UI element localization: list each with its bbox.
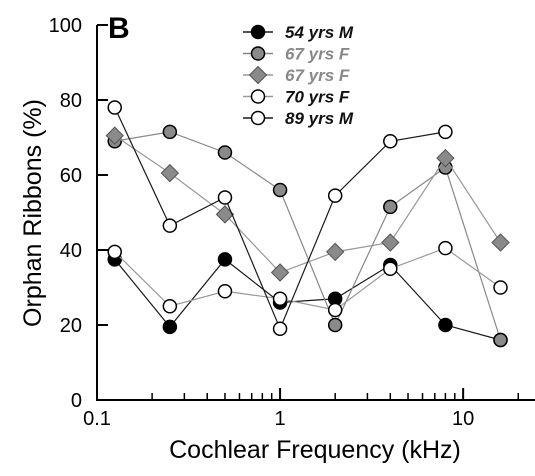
legend-label: 67 yrs F — [285, 66, 350, 85]
legend: 54 yrs M 67 yrs F 67 yrs F 70 yrs F 89 yrs M — [243, 23, 354, 128]
legend-item: 70 yrs F — [243, 88, 350, 107]
data-point — [381, 233, 400, 252]
data-point — [438, 124, 453, 140]
data-point — [383, 199, 398, 215]
data-point — [162, 124, 178, 140]
legend-item: 67 yrs F — [243, 45, 350, 64]
series-group — [105, 100, 510, 348]
data-point — [438, 240, 453, 256]
data-point — [436, 148, 455, 168]
data-point — [327, 302, 343, 318]
legend-label: 89 yrs M — [285, 109, 354, 128]
x-tick-label: 10 — [452, 408, 474, 430]
y-tick-label: 40 — [60, 240, 82, 262]
legend-marker — [250, 110, 266, 126]
legend-label: 70 yrs F — [285, 88, 350, 107]
legend-item: 89 yrs M — [243, 109, 354, 128]
y-tick-label: 0 — [71, 390, 82, 412]
data-point — [107, 244, 122, 260]
data-point — [270, 263, 290, 282]
y-tick-label: 20 — [60, 315, 82, 337]
data-point — [491, 233, 510, 252]
legend-marker — [250, 89, 266, 104]
data-point — [217, 252, 233, 267]
legend-marker — [250, 24, 266, 40]
legend-marker — [248, 65, 268, 85]
y-ticks: 0 20 40 60 80 100 — [49, 15, 108, 412]
data-point — [383, 134, 398, 149]
data-point — [438, 317, 453, 333]
legend-item: 67 yrs F — [243, 65, 350, 85]
y-axis-label: Orphan Ribbons (%) — [19, 99, 47, 327]
legend-label: 54 yrs M — [285, 23, 354, 42]
series-line — [114, 131, 502, 341]
data-point — [272, 321, 288, 336]
data-point — [217, 284, 233, 299]
x-tick-label: 1 — [275, 408, 286, 430]
data-point — [105, 126, 124, 145]
data-point — [160, 163, 180, 183]
data-point — [217, 145, 233, 160]
data-point — [162, 319, 178, 335]
series-5 — [107, 100, 453, 336]
series-line — [114, 258, 501, 341]
data-point — [107, 100, 122, 115]
data-point — [383, 261, 398, 276]
legend-marker — [250, 46, 266, 61]
panel-label: B — [108, 12, 130, 45]
y-tick-label: 80 — [60, 90, 82, 112]
data-point — [327, 317, 343, 333]
data-point — [162, 218, 178, 233]
data-point — [272, 291, 288, 306]
series-line — [114, 247, 501, 311]
legend-label: 67 yrs F — [285, 45, 350, 64]
x-tick-label: 0.1 — [83, 408, 111, 430]
data-point — [493, 280, 508, 295]
y-tick-label: 100 — [49, 15, 82, 37]
x-axis-label: Cochlear Frequency (kHz) — [169, 436, 461, 464]
y-tick-label: 60 — [60, 165, 82, 187]
x-ticks: 0.1 1 10 — [83, 388, 520, 430]
data-point — [272, 182, 288, 198]
data-point — [162, 299, 178, 314]
data-point — [217, 190, 233, 205]
data-point — [493, 332, 508, 348]
series-4 — [107, 240, 508, 318]
data-point — [327, 188, 343, 203]
data-point — [325, 242, 345, 262]
legend-item: 54 yrs M — [243, 23, 354, 42]
